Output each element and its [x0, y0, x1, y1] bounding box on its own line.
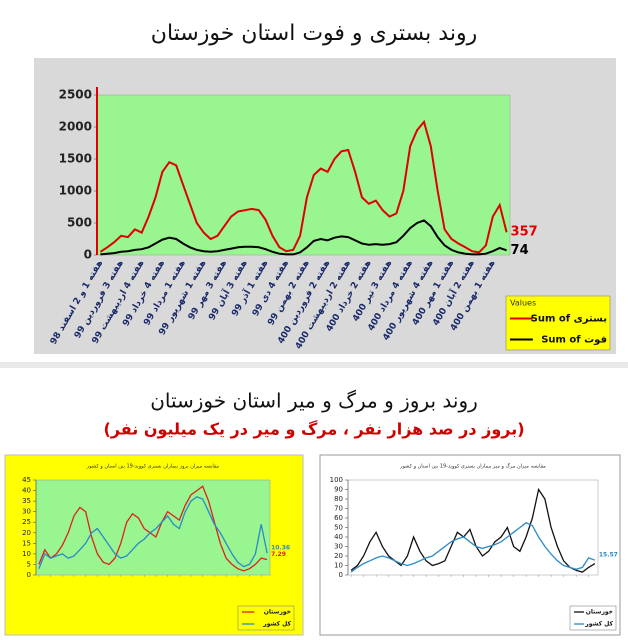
y-tick-label: 35 — [22, 497, 31, 505]
end-label: 357 — [511, 225, 538, 240]
chart-title: مقایسه میزان مرگ و میر بیماران بستری کوو… — [399, 463, 546, 470]
legend-box — [237, 605, 295, 631]
plot-area — [347, 479, 599, 576]
y-tick-label: 60 — [334, 514, 343, 522]
series-line — [350, 487, 596, 573]
y-tick-label: 500 — [67, 216, 92, 230]
legend-label: Sum of فوت — [541, 335, 607, 346]
y-tick-label: 20 — [334, 552, 343, 560]
legend-box — [569, 605, 617, 631]
y-tick-label: 30 — [334, 543, 343, 551]
chart-title: مقایسه میزان بروز بیماران بستری کووید-19… — [86, 464, 220, 470]
legend-label: خوزستان — [264, 609, 291, 616]
legend-label: کل کشور — [262, 621, 291, 628]
y-tick-label: 0 — [27, 571, 31, 579]
y-tick-label: 0 — [339, 571, 343, 579]
y-tick-label: 2500 — [59, 88, 92, 102]
divider — [0, 362, 628, 368]
end-label: 10.36 — [271, 545, 290, 552]
series-line — [350, 522, 596, 573]
y-tick-label: 0 — [84, 248, 92, 262]
y-tick-label: 40 — [22, 487, 31, 495]
title: روند بستری و فوت استان خوزستان — [151, 21, 477, 46]
y-tick-label: 30 — [22, 508, 31, 516]
end-label: 74 — [511, 243, 529, 258]
series-line — [99, 119, 508, 254]
legend-label: Sum of بستری — [531, 314, 607, 325]
y-tick-label: 10 — [22, 550, 31, 558]
y-tick-label: 10 — [334, 562, 343, 570]
series-line — [100, 219, 507, 256]
y-tick-label: 1500 — [59, 152, 92, 166]
y-tick-label: 20 — [22, 529, 31, 537]
y-tick-label: 40 — [334, 533, 343, 541]
y-tick-label: 25 — [22, 518, 31, 526]
plot-area — [96, 94, 511, 256]
legend-label: کل کشور — [584, 621, 613, 628]
y-tick-label: 2000 — [59, 120, 92, 134]
legend-title: Values — [510, 299, 536, 308]
subtitle2: (بروز در صد هزار نفر ، مرگ و میر در یک م… — [103, 420, 524, 439]
y-tick-label: 50 — [334, 524, 343, 532]
plot-area — [35, 479, 271, 576]
series-line — [38, 496, 268, 569]
series-line — [38, 485, 268, 572]
y-tick-label: 70 — [334, 505, 343, 513]
y-tick-label: 100 — [330, 476, 343, 484]
legend-label: خوزستان — [586, 609, 613, 616]
y-tick-label: 5 — [27, 560, 31, 568]
y-tick-label: 90 — [334, 486, 343, 494]
y-tick-label: 1000 — [59, 184, 92, 198]
y-tick-label: 15 — [22, 539, 31, 547]
end-label: 15.57 — [599, 552, 618, 559]
y-tick-label: 80 — [334, 495, 343, 503]
y-tick-label: 45 — [22, 476, 31, 484]
legend-box — [505, 295, 611, 351]
title2: روند بروز و مرگ و میر استان خوزستان — [150, 389, 478, 413]
end-label: 7.29 — [271, 551, 286, 558]
